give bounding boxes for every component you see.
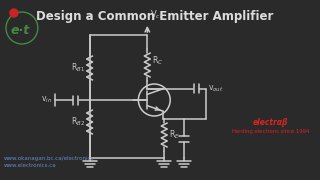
- Text: R$_{B1}$: R$_{B1}$: [71, 62, 84, 74]
- Text: Herding electrons since 1994: Herding electrons since 1994: [232, 129, 309, 134]
- Text: v$_{out}$: v$_{out}$: [208, 84, 224, 94]
- Text: v$_{in}$: v$_{in}$: [41, 95, 52, 105]
- Text: V$_{cc}$: V$_{cc}$: [150, 8, 164, 21]
- Text: R$_{E}$: R$_{E}$: [169, 129, 180, 141]
- Text: R$_{B2}$: R$_{B2}$: [71, 116, 84, 128]
- Text: e·t: e·t: [10, 24, 29, 37]
- Text: www.okanagan.bc.ca/electronics
www.electronics.ca: www.okanagan.bc.ca/electronics www.elect…: [4, 156, 94, 168]
- Text: electrαβ: electrαβ: [253, 118, 289, 127]
- Circle shape: [10, 9, 18, 17]
- Text: Design a Common Emitter Amplifier: Design a Common Emitter Amplifier: [36, 10, 273, 23]
- Text: R$_{C}$: R$_{C}$: [152, 55, 164, 67]
